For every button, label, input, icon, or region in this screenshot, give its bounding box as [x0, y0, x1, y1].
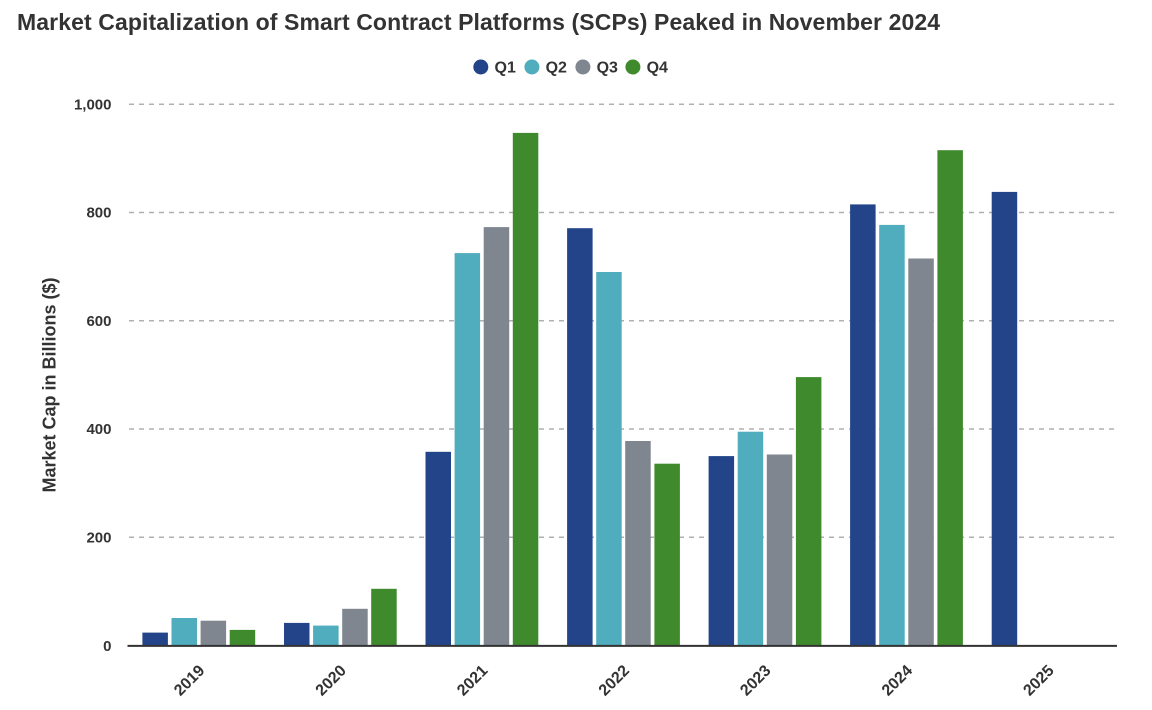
svg-text:600: 600 — [86, 313, 111, 330]
svg-text:800: 800 — [86, 205, 111, 222]
svg-text:200: 200 — [86, 530, 111, 547]
svg-text:Market Cap in Billions ($): Market Cap in Billions ($) — [40, 277, 60, 492]
svg-text:Market Capitalization of Smart: Market Capitalization of Smart Contract … — [17, 9, 940, 35]
svg-text:Q1: Q1 — [495, 60, 516, 77]
svg-text:1,000: 1,000 — [74, 96, 112, 113]
svg-text:Q3: Q3 — [597, 60, 618, 77]
svg-text:0: 0 — [103, 638, 111, 655]
svg-text:400: 400 — [86, 421, 111, 438]
svg-text:Q2: Q2 — [546, 60, 567, 77]
svg-text:Q4: Q4 — [647, 60, 668, 77]
